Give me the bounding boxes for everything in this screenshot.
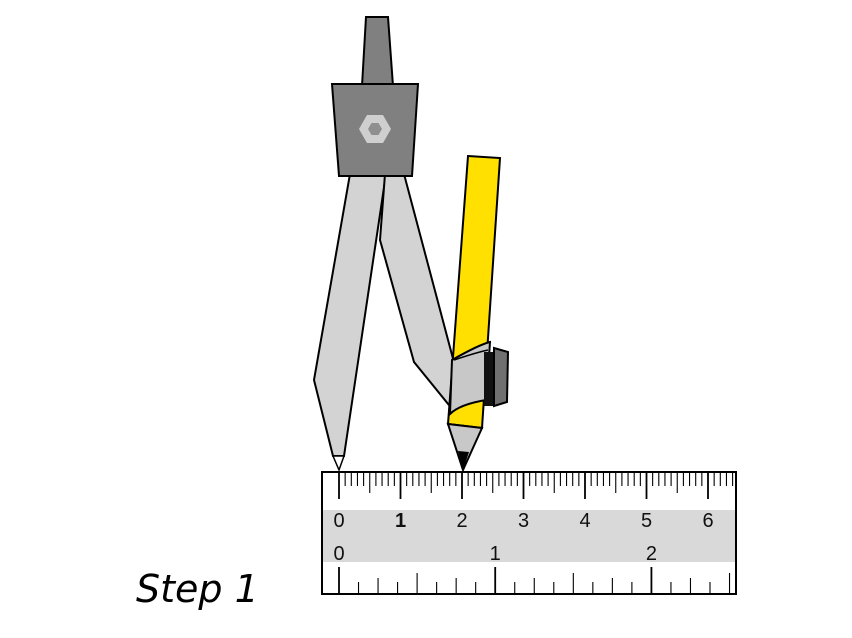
top-scale-label: 5 [641, 510, 652, 532]
step-caption: Step 1 [136, 567, 259, 611]
clamp-screw [493, 346, 510, 408]
compass [312, 16, 510, 473]
top-scale-label: 4 [579, 510, 590, 532]
top-scale-label: 6 [702, 510, 713, 532]
top-scale-label: 3 [518, 510, 529, 532]
needle-point [331, 455, 346, 473]
compass-handle [360, 16, 395, 87]
bottom-scale-label: 1 [490, 543, 501, 565]
ruler-grey-band [323, 510, 735, 562]
hex-screw-icon [359, 115, 391, 143]
bottom-scale-label: 0 [333, 543, 344, 565]
pencil-tip-wood [446, 422, 484, 473]
clamp-band [484, 352, 494, 406]
top-scale-label: 1 [395, 510, 406, 532]
bottom-scale-labels: 0 1 2 [333, 543, 657, 565]
top-scale-label: 0 [333, 510, 344, 532]
top-scale-ticks [338, 473, 734, 499]
pencil-leg [378, 173, 458, 413]
pencil-clamp [448, 340, 510, 417]
top-scale-label: 2 [456, 510, 467, 532]
bottom-scale-label: 2 [646, 543, 657, 565]
pencil [446, 154, 502, 473]
pencil-lead [458, 451, 469, 470]
bottom-scale-ticks [338, 567, 731, 593]
needle-leg [312, 173, 388, 457]
top-scale-labels: 0 1 2 3 4 5 6 [333, 510, 713, 532]
ruler: 0 1 2 3 4 5 6 0 1 2 [321, 471, 737, 595]
